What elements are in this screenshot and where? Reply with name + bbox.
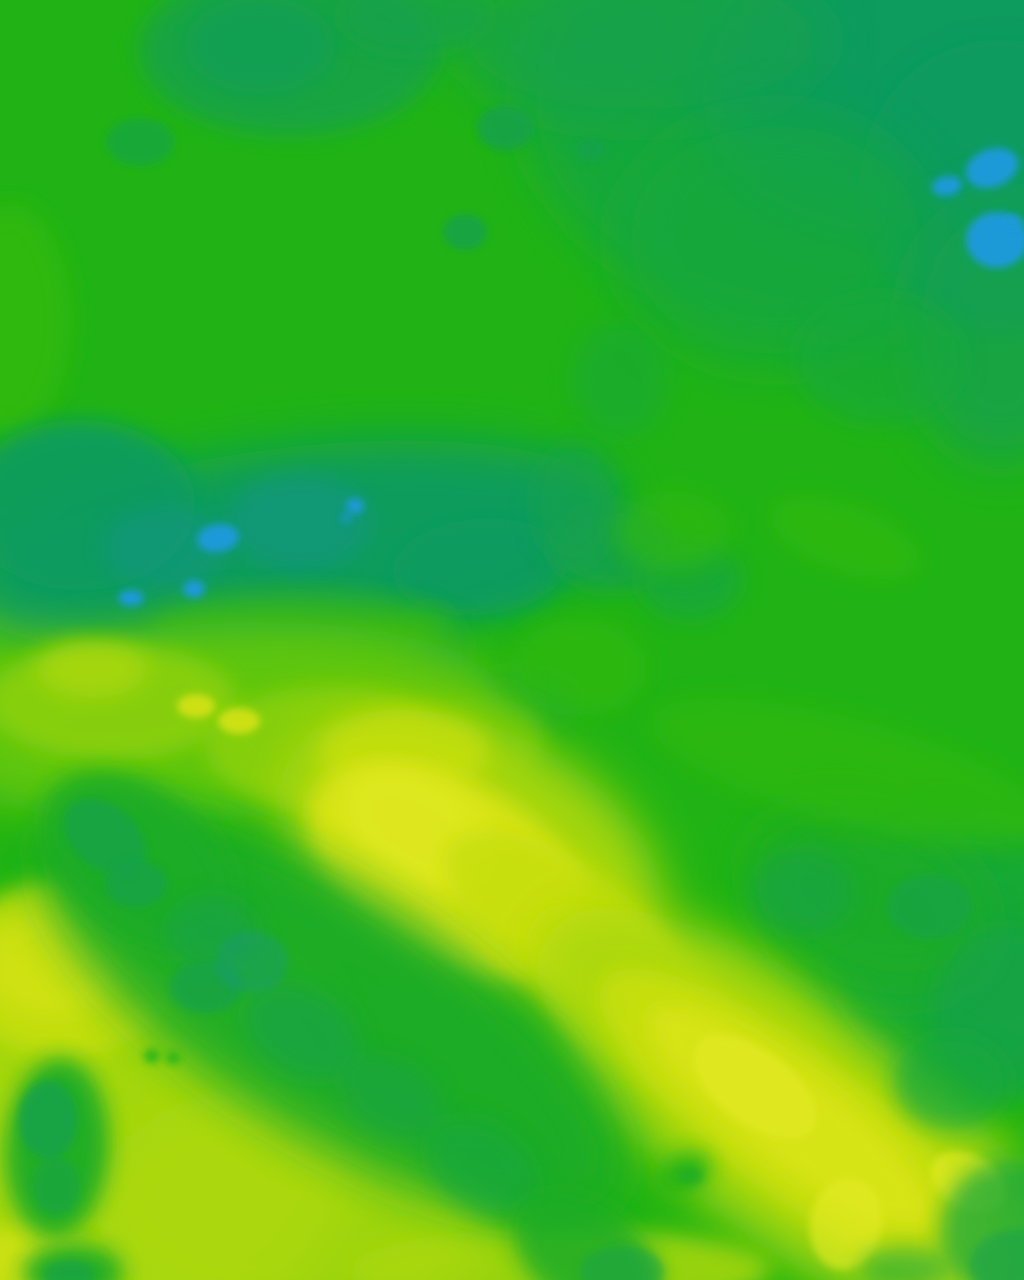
heatmap-blob [651,698,1024,846]
heatmap-blob [216,931,288,993]
heatmap-blob [425,1117,539,1217]
heatmap-blob [809,1178,883,1270]
heatmap-blob [19,1081,77,1159]
heatmap-blob [614,492,730,572]
heatmap-blob [105,861,167,907]
heatmap-blob [932,175,962,197]
heatmap-blob [106,118,174,166]
heatmap-blob [244,984,360,1080]
heatmap-blob [185,0,335,93]
heatmap-blob [443,214,487,250]
heatmap-blob [510,620,646,716]
heatmap-blob [340,0,490,53]
heatmap-blob [965,147,1019,189]
heatmap-blob [118,590,144,606]
heatmap-blob [340,1055,444,1139]
heatmap-blob [37,642,147,698]
heatmap-blob [218,708,260,734]
heatmap-blob [166,1052,180,1064]
heatmap-blob [44,1260,94,1280]
heatmap-blob [533,443,617,567]
heatmap-blob [64,799,146,875]
heatmap-blob [197,523,239,553]
heatmap-blob [177,694,215,718]
heatmap-blob [970,1230,1024,1280]
heatmap-blob [228,474,372,570]
heatmap-blob [144,1049,160,1063]
heatmap-blob [677,1167,703,1185]
heatmap-blob [894,1034,1010,1130]
heatmap-blob [693,1034,817,1140]
heatmap-blob [580,1246,664,1280]
heatmap-blob [392,518,568,616]
heatmap-blob [33,1157,79,1215]
heatmap-blob [0,205,70,435]
heatmap-blob [1004,215,1022,229]
heatmap-blob [770,497,920,579]
heatmap-blob [477,106,533,150]
heatmap-blob [750,850,854,934]
heatmap-blob [860,1246,952,1280]
heatmap-blob [572,322,668,438]
heatmap-blob [513,1193,661,1280]
heatmap-blob [795,295,965,425]
heatmap-blob [577,139,607,161]
heatmap-blob [888,875,972,939]
heatmap-blob [346,498,364,514]
heatmap-blob [103,506,227,590]
heatmap-blob [450,0,830,125]
heatmap-blob [183,580,205,598]
heatmap-blob [341,513,351,523]
